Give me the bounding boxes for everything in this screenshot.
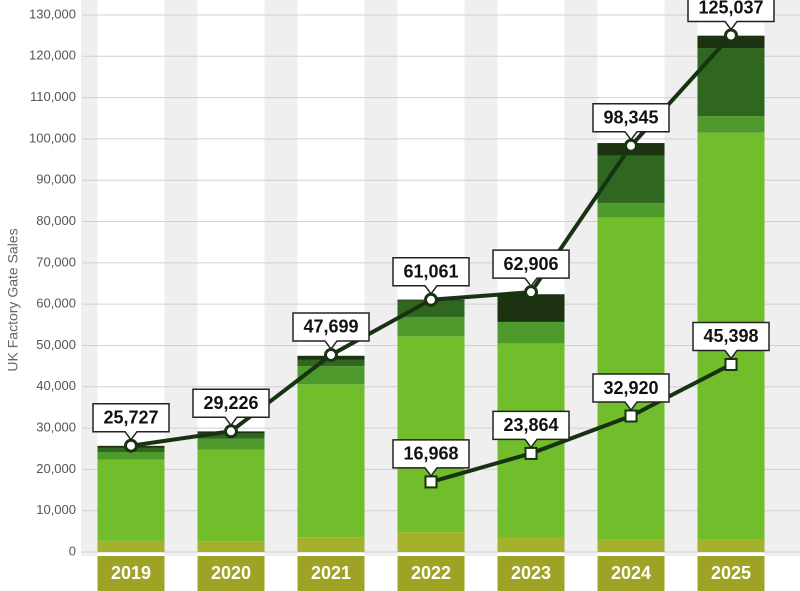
value-label: 61,061 xyxy=(403,262,458,282)
category-box xyxy=(197,556,265,591)
bar-segment xyxy=(397,336,465,533)
line-marker xyxy=(424,292,438,307)
value-label: 45,398 xyxy=(703,326,758,346)
y-tick-label: 10,000 xyxy=(36,502,76,517)
y-tick-label: 90,000 xyxy=(36,172,76,187)
y-tick-label: 0 xyxy=(69,543,76,558)
y-tick-label: 40,000 xyxy=(36,378,76,393)
column-band xyxy=(264,0,281,556)
label-box xyxy=(192,388,270,427)
y-tick-label: 100,000 xyxy=(29,130,76,145)
category-box xyxy=(697,556,765,591)
category-box xyxy=(297,556,365,591)
category-box xyxy=(97,556,165,591)
y-tick-label: 70,000 xyxy=(36,254,76,269)
line-marker xyxy=(724,357,738,371)
line-marker xyxy=(124,438,138,453)
label-box xyxy=(392,439,470,478)
bar-segment xyxy=(397,532,465,552)
y-axis-title: UK Factory Gate Sales xyxy=(5,228,21,371)
value-label: 32,920 xyxy=(603,378,658,398)
y-tick-label: 110,000 xyxy=(30,89,76,104)
x-tick-label: 2020 xyxy=(211,563,251,583)
value-label: 47,699 xyxy=(303,317,358,337)
bar-segment xyxy=(697,539,765,552)
label-box xyxy=(692,321,770,360)
label-box xyxy=(392,257,470,296)
value-label: 29,226 xyxy=(203,393,258,413)
bar-segment xyxy=(297,384,365,538)
column-band xyxy=(664,0,681,556)
line-marker xyxy=(224,424,238,439)
bar-segment xyxy=(497,537,565,552)
x-tick-label: 2021 xyxy=(311,563,351,583)
line-marker xyxy=(624,138,638,153)
value-label: 125,037 xyxy=(698,0,763,17)
x-tick-label: 2022 xyxy=(411,563,451,583)
bar-segment xyxy=(297,359,365,367)
bar-segment xyxy=(197,541,265,552)
bar-segment xyxy=(597,539,665,552)
value-label: 25,727 xyxy=(103,407,158,427)
bar-segment xyxy=(697,48,765,117)
value-label: 62,906 xyxy=(503,254,558,274)
value-label: 23,864 xyxy=(503,415,558,435)
bar-segment xyxy=(97,452,165,460)
column-band xyxy=(281,0,298,556)
bar-segment xyxy=(197,449,265,542)
label-box xyxy=(492,249,570,288)
category-box xyxy=(397,556,465,591)
value-label: 16,968 xyxy=(403,444,458,464)
bar-segment xyxy=(97,540,165,552)
category-box xyxy=(597,556,665,591)
column-band xyxy=(81,0,98,556)
label-box xyxy=(92,402,170,441)
line-marker xyxy=(324,347,338,362)
bar-segment xyxy=(297,537,365,552)
line-marker xyxy=(424,475,438,489)
label-box xyxy=(687,0,775,31)
bar-segment xyxy=(397,316,465,337)
line-marker xyxy=(624,409,638,423)
column-band xyxy=(764,0,800,556)
category-box xyxy=(497,556,565,591)
label-box xyxy=(292,312,370,351)
bar-segment xyxy=(97,459,165,541)
bar-segment xyxy=(697,116,765,133)
y-tick-label: 60,000 xyxy=(36,296,76,311)
line xyxy=(430,362,732,484)
column-band xyxy=(581,0,598,556)
y-tick-label: 20,000 xyxy=(36,461,76,476)
y-tick-label: 120,000 xyxy=(29,48,76,63)
y-tick-label: 30,000 xyxy=(36,420,76,435)
column-band xyxy=(181,0,198,556)
column-band xyxy=(364,0,381,556)
y-tick-label: 50,000 xyxy=(36,337,76,352)
bar-segment xyxy=(297,366,365,385)
bar-segment xyxy=(197,438,265,450)
x-tick-label: 2025 xyxy=(711,563,751,583)
y-tick-label: 130,000 xyxy=(29,6,76,21)
line-marker xyxy=(724,28,738,43)
x-tick-label: 2024 xyxy=(611,563,651,583)
label-box xyxy=(592,103,670,142)
line-marker xyxy=(524,285,538,300)
label-box xyxy=(592,373,670,412)
label-box xyxy=(492,410,570,449)
line-marker xyxy=(524,446,538,460)
y-tick-label: 80,000 xyxy=(36,213,76,228)
x-tick-label: 2023 xyxy=(511,563,551,583)
value-label: 98,345 xyxy=(603,108,658,128)
column-band xyxy=(164,0,181,556)
bar-segment xyxy=(497,321,565,344)
bar-segment xyxy=(397,300,465,317)
bar-segment xyxy=(597,202,665,218)
x-tick-label: 2019 xyxy=(111,563,151,583)
